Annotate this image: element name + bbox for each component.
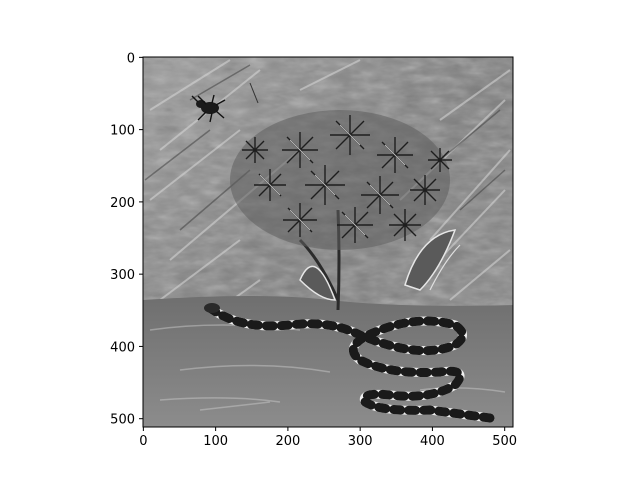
snake — [204, 303, 495, 423]
y-axis: 0 100 200 300 400 500 — [110, 51, 143, 428]
ground — [143, 296, 513, 427]
y-tick-label: 200 — [110, 196, 135, 211]
flower-head — [230, 110, 452, 250]
x-tick-label: 300 — [348, 434, 373, 449]
leaf-right — [404, 229, 457, 291]
y-tick-label: 300 — [110, 268, 135, 283]
y-tick-label: 500 — [110, 413, 135, 428]
x-axis: 0 100 200 300 400 500 — [139, 427, 517, 449]
y-tick-label: 100 — [110, 124, 135, 139]
x-tick-label: 200 — [275, 434, 300, 449]
insect — [191, 82, 259, 123]
x-tick-label: 100 — [203, 434, 228, 449]
x-tick-label: 500 — [492, 434, 517, 449]
x-tick-label: 400 — [420, 434, 445, 449]
image-frame — [142, 56, 514, 428]
leaf-left — [299, 265, 337, 301]
y-tick-label: 0 — [127, 51, 135, 66]
y-tick-label: 400 — [110, 340, 135, 355]
x-tick-label: 0 — [139, 434, 147, 449]
artwork-image — [143, 57, 513, 427]
